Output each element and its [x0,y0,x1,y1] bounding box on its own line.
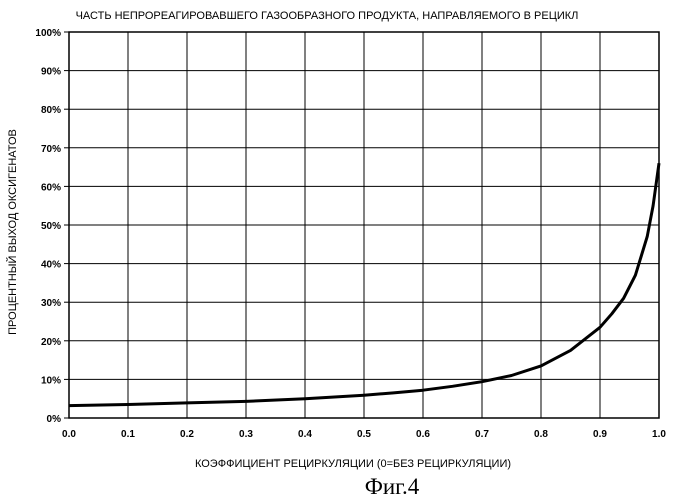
y-tick-label: 70% [41,144,61,155]
x-tick-label: 0.1 [121,429,135,440]
x-tick-label: 0.2 [180,429,194,440]
y-axis-label: ПРОЦЕНТНЫЙ ВЫХОД ОКСИГЕНАТОВ [6,129,19,335]
y-tick-label: 40% [41,260,61,271]
y-tick-label: 100% [35,28,61,39]
y-tick-label: 0% [47,414,62,425]
y-tick-label: 80% [41,105,61,116]
y-tick-label: 30% [41,298,61,309]
grid-lines [64,32,659,418]
x-tick-label: 0.9 [593,429,607,440]
y-tick-label: 60% [41,182,61,193]
y-tick-label: 20% [41,337,61,348]
tick-labels: 0.0 0.1 0.2 0.3 0.4 0.5 0.6 0.7 0.8 0.9 1.0 0% 10% 20… [35,28,666,440]
chart-title: ЧАСТЬ НЕПРОРЕАГИРОВАВШЕГО ГАЗООБРАЗНОГО … [76,10,579,22]
y-tick-label: 50% [41,221,61,232]
x-axis-label: КОЭФФИЦИЕНТ РЕЦИРКУЛЯЦИИ (0=БЕЗ РЕЦИРКУЛ… [195,458,511,470]
x-tick-label: 0.3 [239,429,253,440]
y-tick-label: 90% [41,67,61,78]
x-tick-label: 1.0 [652,429,666,440]
x-tick-label: 0.6 [416,429,430,440]
x-tick-label: 0.4 [298,429,312,440]
x-tick-label: 0.0 [62,429,76,440]
figure-caption: Фиг.4 [365,474,420,499]
x-tick-label: 0.7 [475,429,489,440]
y-tick-label: 10% [41,375,61,386]
x-tick-label: 0.5 [357,429,371,440]
x-tick-label: 0.8 [534,429,548,440]
